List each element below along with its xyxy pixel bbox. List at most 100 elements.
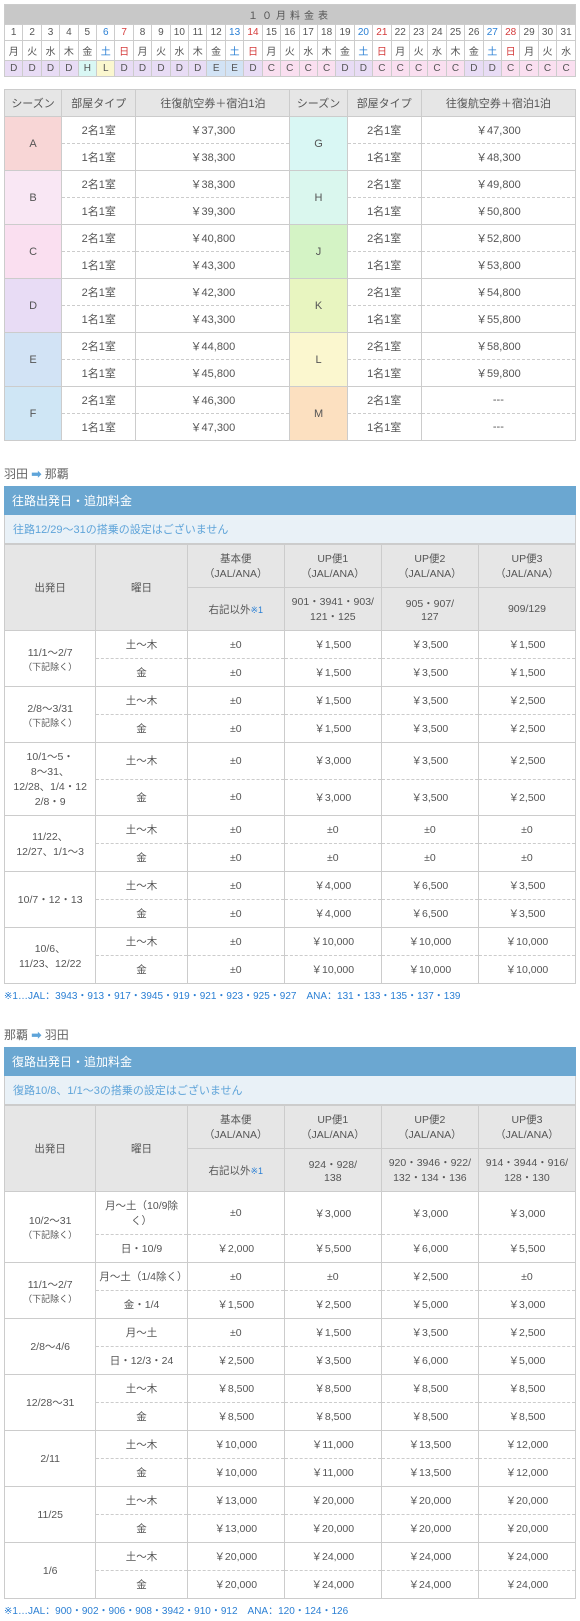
price: ￥47,300 <box>421 117 575 144</box>
cal-dow: 土 <box>354 41 372 61</box>
dow: 月～土（1/4除く） <box>96 1263 187 1291</box>
surcharge: ￥24,000 <box>284 1543 381 1571</box>
cal-code: D <box>189 61 207 77</box>
season-code: J <box>290 225 347 279</box>
cal-code: D <box>483 61 501 77</box>
surcharge: ￥3,500 <box>381 715 478 743</box>
hdr-up2: UP便2（JAL/ANA） <box>381 545 478 588</box>
hdr-up1: UP便1（JAL/ANA） <box>284 545 381 588</box>
hdr-season2: シーズン <box>290 90 347 117</box>
season-code: G <box>290 117 347 171</box>
season-code: A <box>5 117 62 171</box>
surcharge: ±0 <box>187 872 284 900</box>
price: ￥53,800 <box>421 252 575 279</box>
hdr-up3: UP便3（JAL/ANA） <box>478 1106 575 1149</box>
surcharge: ￥13,500 <box>381 1431 478 1459</box>
dow: 日・10/9 <box>96 1235 187 1263</box>
dep-date: 11/1～2/7（下記除く） <box>5 631 96 687</box>
hdr-room2: 部屋タイプ <box>347 90 421 117</box>
cal-code: D <box>23 61 41 77</box>
dow: 金 <box>96 1403 187 1431</box>
dow: 金・1/4 <box>96 1291 187 1319</box>
surcharge: ￥2,000 <box>187 1235 284 1263</box>
room-type: 1名1室 <box>347 306 421 333</box>
calendar-table: １０月料金表 123456789101112131415161718192021… <box>4 4 576 77</box>
cal-code: C <box>557 61 576 77</box>
room-type: 2名1室 <box>62 333 136 360</box>
surcharge: ￥20,000 <box>187 1571 284 1599</box>
surcharge: ±0 <box>187 956 284 984</box>
room-type: 1名1室 <box>62 144 136 171</box>
cal-day: 23 <box>409 25 427 41</box>
cal-day: 6 <box>97 25 115 41</box>
dep-date: 11/25 <box>5 1487 96 1543</box>
dep-date: 10/2～31（下記除く） <box>5 1192 96 1263</box>
route-label: 那覇 ➡ 羽田 <box>4 1026 576 1043</box>
cal-dow: 金 <box>78 41 96 61</box>
surcharge: ￥24,000 <box>381 1571 478 1599</box>
price: ￥37,300 <box>136 117 290 144</box>
surcharge: ￥2,500 <box>381 1263 478 1291</box>
surcharge: ￥6,500 <box>381 900 478 928</box>
cal-code: C <box>520 61 538 77</box>
dow: 土～木 <box>96 743 187 780</box>
cal-code: C <box>391 61 409 77</box>
hdr-base: 基本便（JAL/ANA） <box>187 545 284 588</box>
surcharge: ￥3,500 <box>478 872 575 900</box>
dow: 金 <box>96 1515 187 1543</box>
surcharge-table: 出発日曜日基本便（JAL/ANA）UP便1（JAL/ANA）UP便2（JAL/A… <box>4 544 576 984</box>
room-type: 2名1室 <box>347 225 421 252</box>
cal-day: 19 <box>336 25 354 41</box>
cal-dow: 金 <box>465 41 483 61</box>
dep-date: 2/8～4/6 <box>5 1319 96 1375</box>
cal-day: 4 <box>60 25 78 41</box>
surcharge: ￥20,000 <box>284 1515 381 1543</box>
price: ￥45,800 <box>136 360 290 387</box>
cal-dow: 火 <box>538 41 556 61</box>
surcharge: ￥3,000 <box>284 1192 381 1235</box>
cal-dow: 水 <box>557 41 576 61</box>
section-header: 復路出発日・追加料金 <box>4 1047 576 1076</box>
flight-up3: 909/129 <box>478 588 575 631</box>
surcharge: ￥5,500 <box>284 1235 381 1263</box>
cal-day: 25 <box>446 25 464 41</box>
hdr-up3: UP便3（JAL/ANA） <box>478 545 575 588</box>
cal-dow: 日 <box>115 41 133 61</box>
arrow-icon: ➡ <box>31 1028 41 1042</box>
cal-day: 5 <box>78 25 96 41</box>
cal-dow: 火 <box>281 41 299 61</box>
dep-date: 2/8～3/31（下記除く） <box>5 687 96 743</box>
dow: 金 <box>96 1459 187 1487</box>
surcharge: ￥8,500 <box>187 1403 284 1431</box>
room-type: 2名1室 <box>347 279 421 306</box>
surcharge: ￥3,000 <box>478 1192 575 1235</box>
dow: 金 <box>96 1571 187 1599</box>
dow: 土～木 <box>96 1375 187 1403</box>
surcharge: ￥3,500 <box>381 779 478 816</box>
surcharge: ±0 <box>187 1192 284 1235</box>
surcharge: ±0 <box>381 844 478 872</box>
cal-day: 31 <box>557 25 576 41</box>
surcharge: ±0 <box>187 659 284 687</box>
dow: 土～木 <box>96 1543 187 1571</box>
dep-date: 10/7・12・13 <box>5 872 96 928</box>
dow: 金 <box>96 956 187 984</box>
surcharge: ￥20,000 <box>284 1487 381 1515</box>
hdr-dep: 出発日 <box>5 545 96 631</box>
surcharge: ￥2,500 <box>478 715 575 743</box>
calendar-title: １０月料金表 <box>5 5 576 25</box>
cal-day: 30 <box>538 25 556 41</box>
cal-day: 3 <box>41 25 59 41</box>
dep-date: 11/22、12/27、1/1～3 <box>5 816 96 872</box>
hdr-dow: 曜日 <box>96 1106 187 1192</box>
surcharge: ￥10,000 <box>381 956 478 984</box>
surcharge: ±0 <box>284 1263 381 1291</box>
cal-day: 28 <box>501 25 519 41</box>
surcharge: ￥3,000 <box>284 743 381 780</box>
section-note: 復路10/8、1/1～3の搭乗の設定はございません <box>4 1076 576 1105</box>
season-code: E <box>5 333 62 387</box>
cal-code: E <box>225 61 243 77</box>
season-code: F <box>5 387 62 441</box>
surcharge: ±0 <box>187 900 284 928</box>
dow: 月～土（10/9除く） <box>96 1192 187 1235</box>
